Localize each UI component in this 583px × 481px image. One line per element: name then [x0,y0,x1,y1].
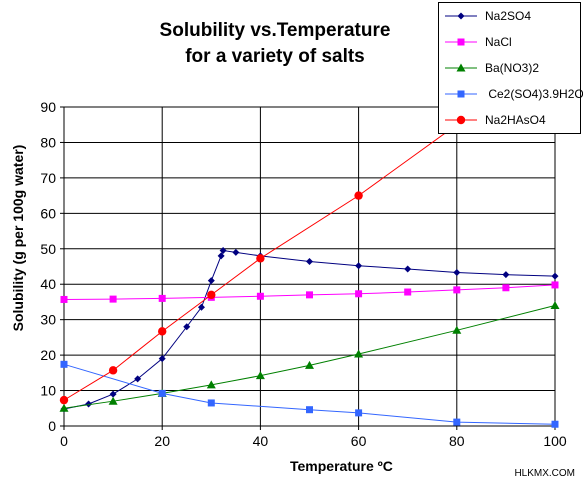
data-point [158,389,166,397]
legend-item: NaCl [439,29,580,55]
data-point [354,349,364,358]
x-tick-label: 80 [449,433,465,449]
y-tick-label: 20 [40,347,56,363]
plot-background [64,107,555,426]
legend-label: Na2SO4 [485,9,532,23]
data-point [453,418,461,426]
legend-label: Na2HAsO4 [485,113,546,127]
x-tick-label: 0 [60,433,68,449]
legend-swatch-nacl [445,38,477,46]
y-tick-label: 0 [48,418,56,434]
data-point [158,355,166,363]
series-3 [60,360,559,428]
data-point [207,277,215,285]
data-point [502,271,510,279]
legend: Na2SO4 NaCl Ba(NO3)2 Ce2(SO4)3.9H2O Na2H… [438,2,583,134]
legend-swatch-ce2-so4-3 [445,90,477,98]
legend-marker [456,63,466,72]
legend-item: Ba(NO3)2 [439,55,580,81]
legend-item: Na2SO4 [439,3,580,29]
data-point [355,290,363,298]
data-point [551,281,559,289]
y-tick-label: 80 [40,134,56,150]
data-point [109,390,117,398]
data-point [158,294,166,302]
data-point [551,272,559,280]
data-point [197,303,205,311]
legend-label: Ce2(SO4)3.9H2O [485,87,583,101]
data-point [206,380,216,389]
data-point [502,284,510,292]
data-point [355,262,363,270]
data-point [550,300,560,309]
legend-swatch-ba-no3-2 [445,63,477,72]
data-point [108,396,118,405]
data-point [256,292,264,300]
data-point [232,248,240,256]
data-point [108,366,118,375]
legend-item: Na2HAsO4 [439,107,580,133]
data-point [453,269,461,277]
data-point [404,265,412,273]
legend-marker [457,90,465,98]
data-point [109,295,117,303]
data-point [134,375,142,383]
legend-label: NaCl [485,35,512,49]
x-axis-label: Temperature ºC [290,458,393,474]
legend-label: Ba(NO3)2 [485,61,540,75]
data-point [217,252,225,260]
data-point [207,399,215,407]
legend-item: Ce2(SO4)3.9H2O [439,81,583,107]
legend-marker [457,38,465,46]
data-point [59,395,69,405]
chart-title: Solubility vs.Temperature [159,20,391,41]
data-point [207,290,216,300]
data-point [60,360,68,368]
legend-marker [456,115,466,125]
y-tick-label: 70 [40,170,56,186]
data-point [452,325,462,334]
y-tick-label: 60 [40,205,56,221]
x-tick-label: 20 [154,433,170,449]
y-tick-label: 90 [40,99,56,115]
data-point [85,400,93,408]
legend-marker [457,12,465,20]
legend-swatch-na2so4 [445,12,477,20]
data-point [306,258,313,266]
data-point [59,403,69,412]
chart-subtitle: for a variety of salts [185,46,365,67]
x-tick-label: 40 [253,433,269,449]
data-point [404,288,412,296]
data-point [158,327,167,336]
data-point [219,247,227,255]
data-point [306,406,313,414]
x-tick-label: 100 [543,433,567,449]
data-point [183,323,191,331]
data-point [355,409,363,417]
watermark: HLKMX.COM [514,468,575,479]
y-tick-label: 40 [40,276,56,292]
series-line [63,249,556,410]
legend-swatch-na2hasO4 [445,115,477,125]
y-tick-label: 30 [40,312,56,328]
data-point [551,420,559,428]
data-point [305,360,314,369]
x-tick-label: 60 [351,433,367,449]
data-point [60,295,68,303]
data-point [453,286,461,294]
data-point [256,254,265,263]
data-point [255,371,265,380]
y-tick-label: 10 [40,383,56,399]
data-point [306,291,313,299]
y-axis-label: Solubility (g per 100g water) [10,144,26,332]
data-point [354,191,363,200]
y-tick-label: 50 [40,241,56,257]
